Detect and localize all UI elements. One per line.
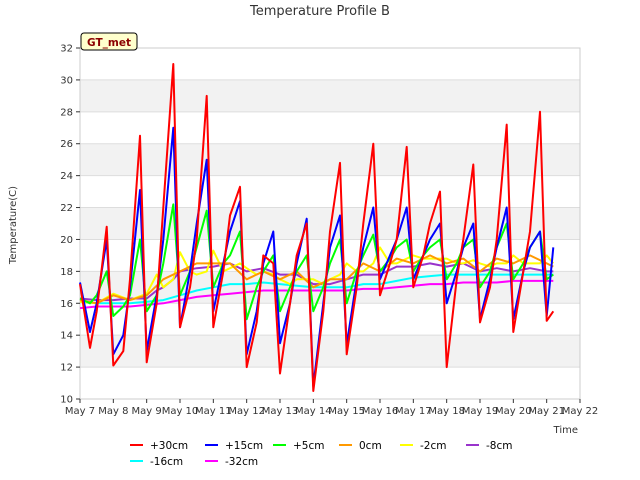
grid-band: [80, 111, 580, 144]
x-tick-label: May 19: [462, 406, 499, 417]
legend-label: -8cm: [486, 440, 512, 452]
y-tick-label: 26: [60, 139, 73, 150]
x-tick-label: May 22: [562, 406, 599, 417]
x-tick-label: May 14: [295, 406, 332, 417]
y-axis-label: Temperature(C): [8, 186, 19, 265]
grid-band: [80, 303, 580, 336]
x-tick-label: May 12: [228, 406, 265, 417]
y-tick-label: 18: [60, 267, 73, 278]
y-tick-label: 12: [60, 363, 73, 374]
legend-label: +5cm: [293, 440, 324, 452]
plot-border: [79, 47, 581, 400]
legend-item-0cm: 0cm: [339, 440, 382, 452]
x-tick-label: May 8: [98, 406, 128, 417]
legend-item-minus2cm: -2cm: [400, 440, 446, 452]
site-label: GT_met: [87, 37, 131, 49]
x-tick-label: May 17: [395, 406, 432, 417]
x-tick-label: May 15: [328, 406, 365, 417]
y-tick-label: 22: [60, 203, 73, 214]
legend-label: -32cm: [225, 456, 258, 468]
grid-band: [80, 367, 580, 399]
legend-item-plus30cm: +30cm: [130, 440, 188, 452]
grid-band: [80, 143, 580, 176]
legend-item-minus8cm: -8cm: [466, 440, 512, 452]
x-tick-label: May 7: [65, 406, 95, 417]
legend-item-plus15cm: +15cm: [205, 440, 263, 452]
x-tick-label: May 13: [262, 406, 299, 417]
x-tick-label: May 11: [195, 406, 232, 417]
y-tick-label: 28: [60, 107, 73, 118]
y-tick-label: 20: [60, 235, 73, 246]
y-tick-label: 16: [60, 299, 73, 310]
grid-band: [80, 79, 580, 112]
x-tick-label: May 21: [528, 406, 565, 417]
series-line-0cm: [79, 254, 554, 305]
site-label-box: GT_met: [80, 32, 138, 51]
grid-band: [80, 175, 580, 208]
x-tick-label: May 18: [428, 406, 465, 417]
y-tick-label: 14: [60, 331, 73, 342]
legend-item-minus16cm: -16cm: [130, 456, 183, 468]
legend-item-plus5cm: +5cm: [273, 440, 324, 452]
background-bands: [80, 48, 580, 399]
legend: +30cm +15cm +5cm 0cm -2cm -8cm -16cm -32cm: [130, 440, 512, 468]
legend-label: +30cm: [150, 440, 188, 452]
series-lines: [79, 63, 555, 392]
legend-label: +15cm: [225, 440, 263, 452]
y-tick-label: 10: [60, 395, 73, 406]
legend-label: -16cm: [150, 456, 183, 468]
x-tick-label: May 9: [132, 406, 162, 417]
y-tick-label: 24: [60, 171, 73, 182]
legend-label: 0cm: [359, 440, 382, 452]
plot-frame: [79, 47, 581, 400]
y-tick-label: 32: [60, 44, 73, 55]
grid-band: [80, 48, 580, 80]
x-tick-label: May 20: [495, 406, 532, 417]
grid-band: [80, 335, 580, 368]
chart-title: Temperature Profile B: [249, 4, 390, 19]
legend-label: -2cm: [420, 440, 446, 452]
legend-item-minus32cm: -32cm: [205, 456, 258, 468]
y-axis-ticks: 10 12 14 16 18 20 22 24 26 28 30 32: [60, 44, 80, 406]
y-tick-label: 30: [60, 75, 73, 86]
series-line-plus30cm: [79, 63, 555, 392]
x-axis-label: Time: [553, 425, 578, 436]
x-tick-label: May 10: [162, 406, 199, 417]
series-line-minus16cm: [79, 273, 554, 305]
x-tick-label: May 16: [362, 406, 399, 417]
